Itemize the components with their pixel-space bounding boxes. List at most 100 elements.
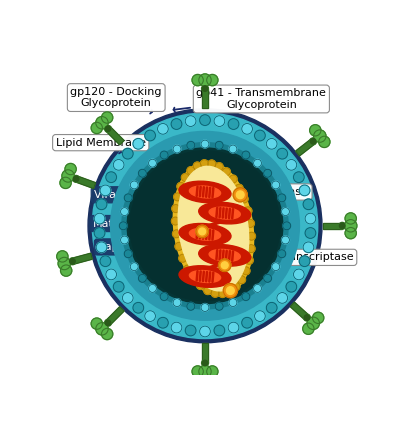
Circle shape [214,325,225,336]
Circle shape [208,160,216,168]
Circle shape [88,109,322,343]
Circle shape [192,366,203,377]
Circle shape [286,160,297,170]
Circle shape [242,151,250,159]
Circle shape [106,269,116,280]
Text: Matrix: Matrix [93,219,133,229]
Circle shape [266,303,277,313]
Circle shape [184,265,192,273]
Circle shape [177,182,185,190]
Polygon shape [202,89,208,108]
Circle shape [282,236,290,244]
Ellipse shape [199,245,251,266]
Circle shape [96,199,107,210]
Ellipse shape [199,202,251,224]
Circle shape [245,257,253,264]
Circle shape [202,86,208,91]
Circle shape [122,148,133,159]
Circle shape [187,167,195,175]
Ellipse shape [179,266,231,287]
Circle shape [278,194,286,202]
Ellipse shape [179,224,231,245]
Circle shape [187,302,195,310]
Circle shape [277,148,288,159]
Circle shape [242,124,252,134]
Polygon shape [72,253,92,264]
Circle shape [282,208,290,216]
Circle shape [228,322,239,333]
Ellipse shape [209,207,240,219]
Circle shape [286,281,297,292]
Circle shape [173,299,181,306]
Circle shape [60,177,71,189]
Circle shape [160,151,168,159]
Circle shape [247,245,255,253]
Circle shape [179,254,187,262]
Circle shape [199,365,211,378]
Circle shape [196,281,204,289]
Circle shape [190,274,198,282]
Circle shape [202,360,208,366]
Circle shape [119,222,127,230]
Circle shape [193,162,201,170]
Circle shape [204,287,212,295]
Circle shape [105,126,111,132]
Polygon shape [202,344,208,363]
Circle shape [102,328,113,340]
Circle shape [148,284,156,292]
Circle shape [319,136,330,148]
Circle shape [96,322,108,335]
Ellipse shape [190,271,220,282]
Circle shape [94,227,105,238]
Ellipse shape [209,249,240,261]
Circle shape [312,312,324,324]
Polygon shape [75,176,96,189]
Circle shape [124,194,132,202]
Circle shape [229,175,237,183]
Circle shape [120,208,128,216]
Circle shape [116,136,294,315]
Circle shape [130,263,138,271]
Circle shape [246,219,254,227]
Circle shape [294,172,304,183]
Circle shape [222,168,230,176]
Ellipse shape [173,161,254,296]
Circle shape [158,124,168,134]
Circle shape [130,181,138,189]
Circle shape [172,205,180,213]
Text: Lipid Membrane: Lipid Membrane [56,138,146,154]
Circle shape [345,213,356,224]
Circle shape [233,188,247,202]
Circle shape [304,314,310,321]
Circle shape [248,232,256,240]
Circle shape [242,292,250,300]
Circle shape [104,125,111,132]
Circle shape [91,122,102,134]
Text: Integrase: Integrase [250,187,309,197]
Circle shape [307,317,320,330]
Circle shape [187,141,195,149]
Circle shape [122,143,288,309]
Circle shape [196,225,208,238]
Circle shape [174,193,182,201]
Circle shape [94,213,105,224]
Circle shape [236,191,244,199]
Circle shape [92,113,318,338]
Circle shape [69,258,76,265]
Circle shape [310,138,316,144]
Circle shape [266,138,277,149]
Ellipse shape [190,228,220,240]
Circle shape [199,74,211,86]
Circle shape [232,283,240,290]
Circle shape [100,256,111,267]
Circle shape [104,319,111,326]
Circle shape [215,302,223,310]
Circle shape [91,318,102,329]
Circle shape [185,325,196,336]
Circle shape [235,184,243,192]
Circle shape [207,366,218,377]
Circle shape [305,213,316,224]
Circle shape [221,262,228,269]
Circle shape [133,303,144,313]
Polygon shape [106,127,124,145]
